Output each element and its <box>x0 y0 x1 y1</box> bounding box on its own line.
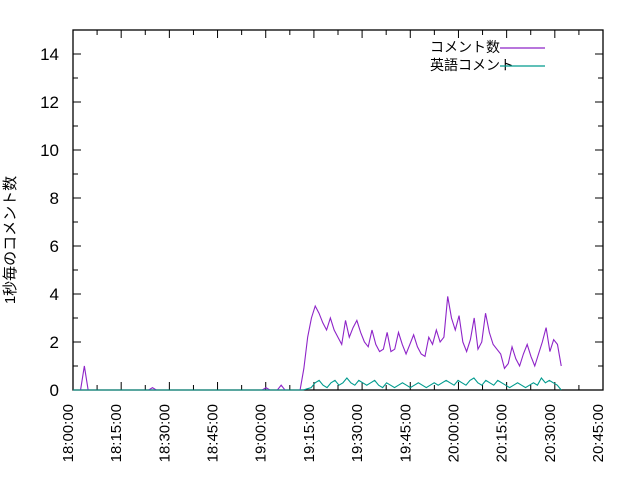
y-axis-label: 1秒毎のコメント数 <box>2 176 19 304</box>
y-tick-label: 8 <box>50 189 59 208</box>
english-comments-series-line <box>73 378 561 390</box>
x-tick-label: 18:15:00 <box>108 404 125 462</box>
x-tick-label: 19:30:00 <box>349 404 366 462</box>
x-tick-label: 18:30:00 <box>156 404 173 462</box>
x-tick-label: 20:30:00 <box>542 404 559 462</box>
y-tick-label: 4 <box>50 285 59 304</box>
plot-frame <box>73 30 603 390</box>
x-tick-label: 18:45:00 <box>205 404 222 462</box>
x-tick-label: 20:45:00 <box>590 404 607 462</box>
x-tick-label: 18:00:00 <box>60 404 77 462</box>
y-tick-label: 2 <box>50 333 59 352</box>
line-chart-svg: 0 2 4 6 8 10 12 14 18:00:00 18:15:00 18:30:00 18:4… <box>0 0 640 480</box>
y-tick-label: 10 <box>40 141 59 160</box>
chart-container: 0 2 4 6 8 10 12 14 18:00:00 18:15:00 18:30:00 18:4… <box>0 0 640 480</box>
series-lines-group <box>73 296 561 390</box>
x-tick-label: 19:15:00 <box>301 404 318 462</box>
y-tick-label: 12 <box>40 93 59 112</box>
y-tick-label: 6 <box>50 237 59 256</box>
x-tick-label: 19:00:00 <box>253 404 270 462</box>
legend-label-english-comments: 英語コメント <box>430 57 514 73</box>
y-tick-label: 14 <box>40 45 59 64</box>
legend-group: コメント数 英語コメント <box>430 39 545 73</box>
legend-label-comments: コメント数 <box>430 39 500 55</box>
x-tick-label: 20:15:00 <box>494 404 511 462</box>
x-tick-label: 19:45:00 <box>397 404 414 462</box>
y-tick-label: 0 <box>50 381 59 400</box>
y-axis-ticks: 0 2 4 6 8 10 12 14 <box>40 30 603 400</box>
x-tick-label: 20:00:00 <box>445 404 462 462</box>
comments-series-line <box>73 296 561 390</box>
x-axis-ticks: 18:00:00 18:15:00 18:30:00 18:45:00 19:00:00… <box>60 30 607 462</box>
